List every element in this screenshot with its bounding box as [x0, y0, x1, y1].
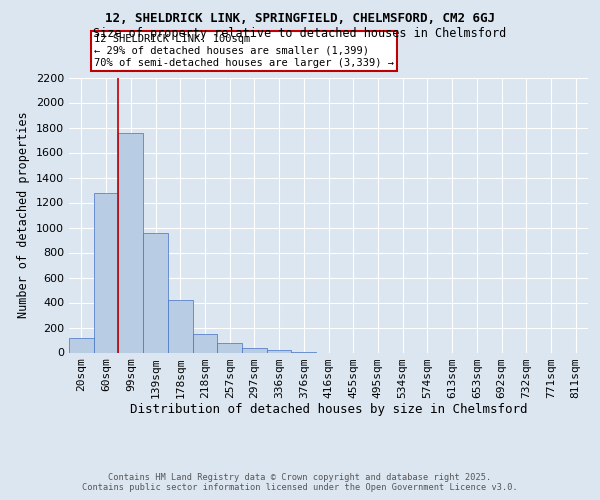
Bar	[267, 350, 292, 352]
Text: Size of property relative to detached houses in Chelmsford: Size of property relative to detached ho…	[94, 28, 506, 40]
Bar	[242, 348, 267, 352]
Bar	[168, 300, 193, 352]
Bar	[217, 342, 242, 352]
Bar	[69, 338, 94, 352]
Bar	[94, 192, 118, 352]
Bar	[143, 232, 168, 352]
Bar	[118, 132, 143, 352]
Text: 12 SHELDRICK LINK: 100sqm
← 29% of detached houses are smaller (1,399)
70% of se: 12 SHELDRICK LINK: 100sqm ← 29% of detac…	[94, 34, 394, 68]
Text: 12, SHELDRICK LINK, SPRINGFIELD, CHELMSFORD, CM2 6GJ: 12, SHELDRICK LINK, SPRINGFIELD, CHELMSF…	[105, 12, 495, 26]
Text: Contains HM Land Registry data © Crown copyright and database right 2025.
Contai: Contains HM Land Registry data © Crown c…	[82, 473, 518, 492]
Bar	[193, 334, 217, 352]
Y-axis label: Number of detached properties: Number of detached properties	[17, 112, 31, 318]
X-axis label: Distribution of detached houses by size in Chelmsford: Distribution of detached houses by size …	[130, 404, 527, 416]
